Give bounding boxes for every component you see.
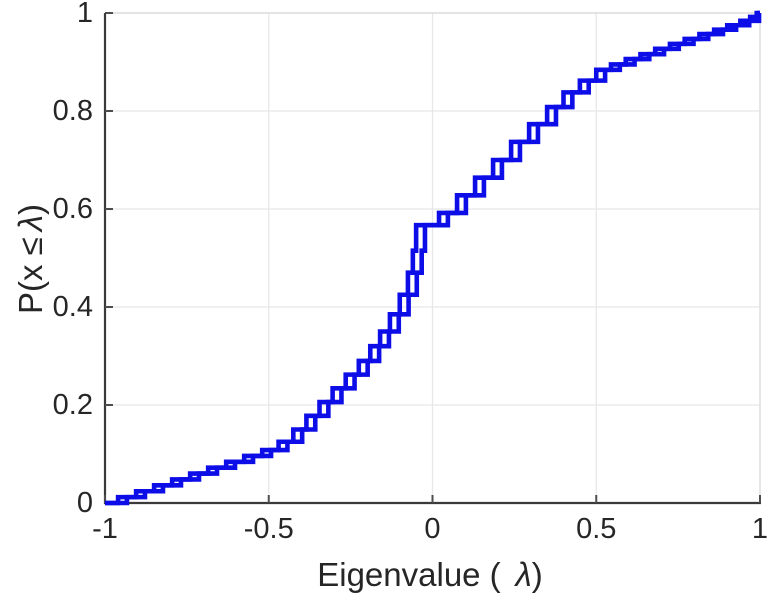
x-tick-label: 1 [751, 513, 768, 545]
x-axis-label-suffix: ) [531, 556, 543, 593]
x-tick-label: 0 [424, 513, 441, 545]
y-axis-label: P(x ≤ λ) [12, 204, 50, 314]
x-tick-label: 0.5 [576, 513, 617, 545]
y-tick-label: 1 [76, 0, 93, 29]
y-axis-label-suffix: ) [12, 204, 49, 216]
x-axis-label-text: Eigenvalue ( [317, 556, 501, 593]
y-tick-label: 0 [76, 487, 93, 519]
y-tick-label: 0.6 [52, 193, 93, 225]
x-tick-label: -0.5 [243, 513, 294, 545]
y-tick-label: 0.8 [52, 95, 93, 127]
y-tick-label: 0.2 [52, 389, 93, 421]
ecdf-series-2 [105, 10, 762, 506]
lambda-symbol: λ [515, 556, 532, 593]
y-axis-label-text: P(x ≤ [12, 237, 49, 314]
x-axis-label: Eigenvalue ( λ) [317, 556, 543, 594]
y-tick-label: 0.4 [52, 291, 93, 323]
x-tick-label: -1 [92, 513, 118, 545]
lambda-symbol: λ [12, 215, 49, 232]
